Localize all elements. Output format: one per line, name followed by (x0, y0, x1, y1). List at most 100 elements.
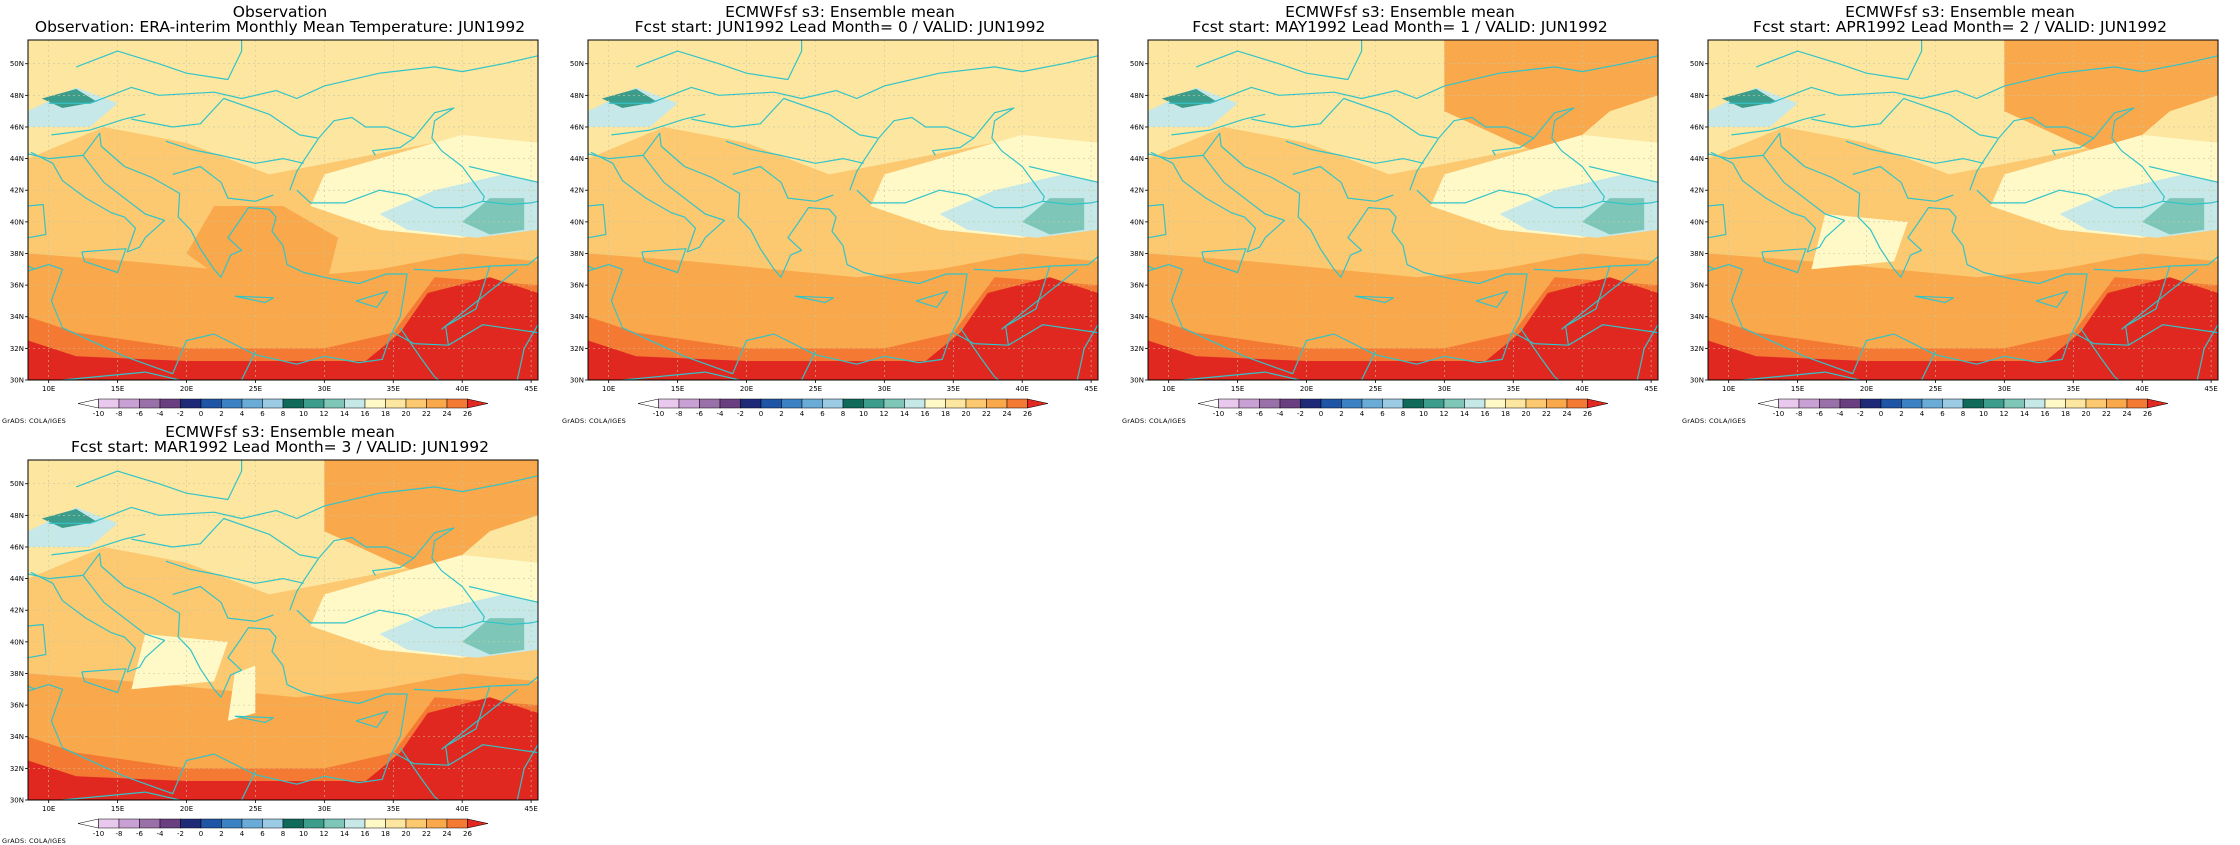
colorbar-label: 4 (800, 410, 805, 418)
colorbar-swatch (2126, 398, 2148, 409)
lon-tick-label: 10E (42, 805, 55, 813)
colorbar-swatch (924, 398, 946, 409)
colorbar-swatch (1006, 398, 1028, 409)
colorbar-label: 26 (463, 830, 472, 838)
colorbar-label: 18 (1501, 410, 1510, 418)
colorbar-swatch (303, 818, 325, 829)
coastlines-borders (1708, 40, 2218, 380)
lon-tick-label: 10E (42, 385, 55, 393)
colorbar-label: 6 (260, 830, 265, 838)
colorbar-swatch (344, 398, 366, 409)
colorbar-label: 18 (381, 410, 390, 418)
lon-tick-label: 15E (1791, 385, 1804, 393)
colorbar-label: -2 (1297, 410, 1304, 418)
colorbar-label: 12 (320, 410, 329, 418)
colorbar-label: 16 (921, 410, 930, 418)
temperature-shading (588, 40, 1098, 380)
colorbar-swatch (1505, 398, 1527, 409)
colorbar-label: 14 (900, 410, 909, 418)
panel-subtitle: Fcst start: MAY1992 Lead Month= 1 / VALI… (1192, 18, 1608, 36)
colorbar-label: 4 (1360, 410, 1365, 418)
colorbar-label: 24 (1563, 410, 1572, 418)
colorbar-label: -10 (1773, 410, 1784, 418)
map-panel-lead3: ECMWFsf s3: Ensemble mean Fcst start: MA… (0, 420, 560, 845)
lat-tick-label: 38N (10, 250, 24, 258)
temperature-shading (1708, 40, 2218, 380)
colorbar-label: 20 (402, 410, 411, 418)
colorbar-label: 10 (299, 410, 308, 418)
lon-tick-label: 35E (947, 385, 960, 393)
colorbar-label: 16 (361, 830, 370, 838)
colorbar-label: 24 (2123, 410, 2132, 418)
colorbar-swatch (323, 818, 345, 829)
gridlines (1708, 40, 2218, 380)
lat-tick-label: 50N (10, 60, 24, 68)
panel-subtitle: Fcst start: APR1992 Lead Month= 2 / VALI… (1753, 18, 2167, 36)
lon-tick-label: 45E (2204, 385, 2217, 393)
colorbar-label: 24 (1003, 410, 1012, 418)
lon-tick-label: 40E (456, 805, 469, 813)
colorbar-label: 10 (1979, 410, 1988, 418)
colorbar-label: 24 (443, 830, 452, 838)
map-figure: 30N 32N 34N 36N 38N 40N 42N 44N 46N 48N 50N 10E 15E 2… (10, 39, 539, 418)
gridlines (28, 460, 538, 800)
lat-tick-label: 30N (10, 377, 24, 385)
colorbar-swatch (200, 398, 222, 409)
colorbar-label: 10 (1419, 410, 1428, 418)
colorbar-label: 20 (402, 830, 411, 838)
colorbar-label: -10 (93, 830, 104, 838)
colorbar-label: -4 (717, 410, 725, 418)
colorbar-swatch (200, 818, 222, 829)
colorbar-swatch (98, 398, 120, 409)
gridlines (28, 40, 538, 380)
colorbar-swatch (282, 818, 304, 829)
colorbar-swatch (118, 818, 140, 829)
lat-tick-label: 50N (1690, 60, 1704, 68)
colorbar-swatch (180, 818, 202, 829)
panel-title: ECMWFsf s3: Ensemble mean (1285, 3, 1515, 21)
colorbar-swatch (945, 398, 967, 409)
colorbar-label: -8 (116, 410, 123, 418)
lon-tick-label: 25E (809, 385, 822, 393)
lon-tick-label: 15E (111, 385, 124, 393)
lat-tick-label: 44N (10, 575, 24, 583)
lat-tick-label: 48N (10, 92, 24, 100)
colorbar-label: -2 (177, 830, 184, 838)
colorbar-label: 20 (962, 410, 971, 418)
lon-tick-label: 45E (524, 805, 537, 813)
colorbar-swatch (1320, 398, 1342, 409)
colorbar-swatch (1983, 398, 2005, 409)
colorbar-label: -4 (1837, 410, 1845, 418)
lat-tick-label: 42N (570, 187, 584, 195)
lat-tick-label: 40N (1690, 218, 1704, 226)
lon-tick-label: 40E (2136, 385, 2149, 393)
colorbar-label: 8 (1961, 410, 1965, 418)
colorbar-swatch (1382, 398, 1404, 409)
colorbar-label: -4 (1277, 410, 1285, 418)
lat-tick-label: 44N (10, 155, 24, 163)
colorbar-swatch (262, 398, 284, 409)
colorbar-swatch (221, 398, 243, 409)
colorbar-label: -6 (136, 830, 144, 838)
colorbar-label: 0 (199, 830, 203, 838)
colorbar-swatch (904, 398, 926, 409)
lat-tick-label: 48N (570, 92, 584, 100)
colorbar-label: 0 (1879, 410, 1883, 418)
lat-tick-label: 30N (1130, 377, 1144, 385)
colorbar-swatch (241, 818, 263, 829)
temperature-shading (28, 460, 538, 800)
colorbar-label: 16 (2041, 410, 2050, 418)
colorbar-label: 10 (299, 830, 308, 838)
colorbar-label: 14 (340, 830, 349, 838)
gridlines (1148, 40, 1658, 380)
lon-tick-label: 20E (740, 385, 753, 393)
colorbar-swatch (303, 398, 325, 409)
lat-tick-label: 50N (570, 60, 584, 68)
colorbar-swatch (159, 398, 181, 409)
colorbar-swatch (1423, 398, 1445, 409)
colorbar-swatch (760, 398, 782, 409)
lat-tick-label: 50N (1130, 60, 1144, 68)
colorbar-label: -8 (1236, 410, 1243, 418)
colorbar-label: 2 (219, 830, 223, 838)
colorbar-label: -2 (1857, 410, 1864, 418)
